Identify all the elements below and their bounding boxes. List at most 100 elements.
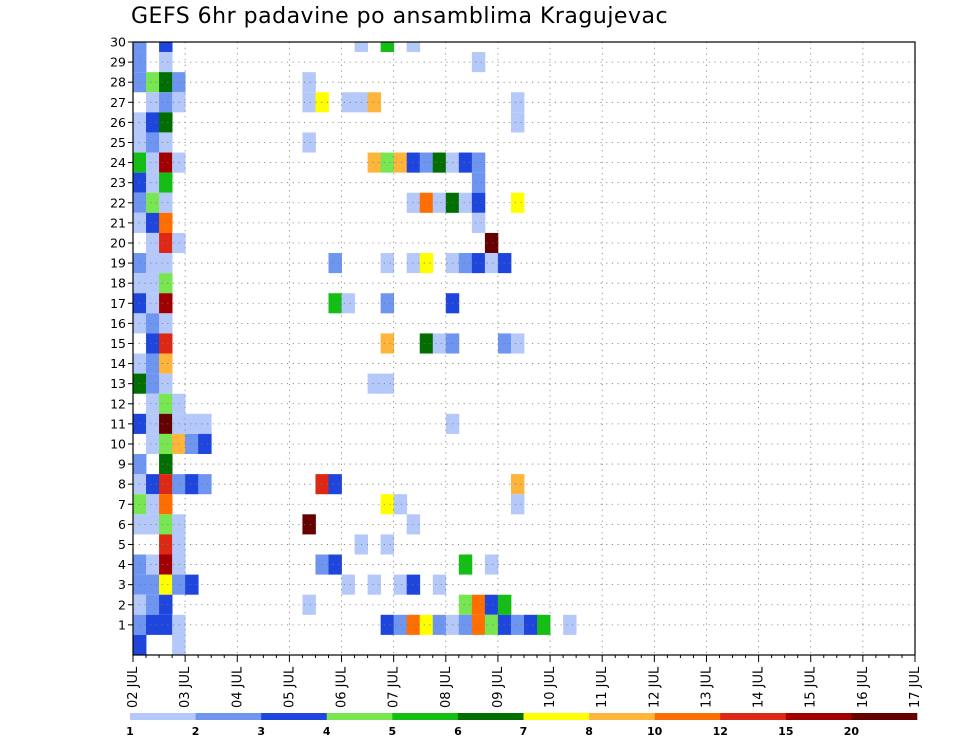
precip-cell — [146, 353, 160, 374]
precip-cell — [432, 333, 447, 354]
precip-cell — [159, 474, 173, 495]
y-tick-label: 14 — [110, 356, 126, 371]
precip-cell — [341, 574, 355, 595]
precip-cell — [185, 433, 199, 455]
precip-cell — [471, 172, 486, 193]
precip-cell — [393, 574, 408, 595]
y-tick-label: 24 — [110, 155, 126, 170]
precip-cell — [146, 393, 160, 414]
precip-cell — [471, 52, 486, 73]
precip-cell — [510, 333, 525, 354]
precip-cell — [432, 574, 447, 595]
y-tick-label: 30 — [110, 35, 126, 50]
precip-cell — [380, 333, 395, 354]
y-tick-label: 26 — [110, 115, 126, 130]
y-tick-label: 27 — [110, 95, 126, 110]
precip-cell — [419, 192, 434, 213]
y-tick-label: 23 — [110, 175, 126, 190]
precip-cell — [524, 614, 538, 635]
y-tick-label: 7 — [118, 497, 126, 512]
precip-cell — [458, 152, 473, 173]
legend-label: 7 — [520, 725, 528, 738]
precip-cell — [458, 554, 473, 575]
precip-cell — [146, 212, 160, 233]
precip-cell — [146, 474, 160, 495]
precip-cell — [380, 42, 395, 53]
precip-cell — [146, 614, 160, 635]
precip-cell — [510, 112, 525, 133]
x-axis: 02 JUL 03 JUL 04 JUL 05 JUL 06 JUL 07 JUL 08 J… — [126, 655, 923, 708]
precip-cell — [172, 634, 186, 655]
y-tick-label: 5 — [118, 537, 126, 552]
precip-cell — [159, 293, 173, 314]
legend-label: 3 — [257, 725, 265, 738]
precip-cell — [471, 614, 486, 635]
y-tick-label: 16 — [110, 316, 126, 331]
x-tick-label: 02 JUL — [126, 666, 141, 708]
precip-cell — [159, 433, 173, 455]
legend-swatch — [130, 713, 196, 720]
precip-cell — [432, 152, 447, 173]
precip-cell — [159, 413, 173, 434]
precip-cell — [159, 112, 173, 133]
precip-cell — [146, 373, 160, 394]
cells-layer — [133, 42, 577, 655]
precip-cell — [563, 614, 577, 635]
precip-cell — [159, 273, 173, 294]
precip-cell — [159, 373, 173, 394]
y-tick-label: 9 — [118, 457, 126, 472]
precip-cell — [367, 92, 382, 113]
precip-cell — [510, 494, 525, 515]
precip-cell — [146, 494, 160, 515]
precip-cell — [419, 152, 434, 173]
precip-cell — [159, 454, 173, 475]
precip-cell — [471, 192, 486, 213]
precip-cell — [146, 273, 160, 294]
precip-cell — [159, 232, 173, 254]
precip-cell — [393, 494, 408, 515]
y-tick-label: 12 — [110, 396, 126, 411]
precip-cell — [380, 534, 395, 555]
precip-cell — [133, 42, 147, 53]
precip-cell — [159, 614, 173, 635]
y-tick-label: 19 — [110, 256, 126, 271]
y-tick-label: 4 — [118, 557, 126, 572]
precip-cell — [146, 293, 160, 314]
y-tick-label: 22 — [110, 195, 126, 210]
precip-cell — [146, 132, 160, 153]
precip-cell — [380, 253, 395, 274]
legend-swatch — [523, 713, 590, 720]
precip-cell — [380, 614, 395, 635]
y-tick-label: 1 — [118, 617, 126, 632]
x-tick-label: 11 JUL — [595, 666, 610, 708]
x-tick-label: 05 JUL — [282, 666, 297, 708]
precip-cell — [159, 494, 173, 515]
precip-cell — [302, 514, 316, 535]
precip-cell — [146, 514, 160, 535]
precip-cell — [432, 192, 447, 213]
precip-cell — [341, 293, 355, 314]
precip-cell — [159, 313, 173, 334]
precip-cell — [458, 594, 473, 615]
legend-swatch — [720, 713, 787, 720]
y-tick-label: 8 — [118, 477, 126, 492]
precip-cell — [341, 92, 355, 113]
precip-cell — [328, 293, 342, 314]
legend-swatch — [326, 713, 393, 720]
legend-label: 1 — [126, 725, 134, 738]
precip-cell — [380, 152, 395, 173]
precip-cell — [159, 72, 173, 93]
y-tick-label: 28 — [110, 75, 126, 90]
precip-cell — [185, 574, 199, 595]
precip-cell — [419, 253, 434, 274]
precip-cell — [146, 72, 160, 93]
y-tick-label: 21 — [110, 215, 126, 230]
y-tick-label: 18 — [110, 276, 126, 291]
precip-cell — [146, 253, 160, 274]
precip-cell — [380, 373, 395, 394]
x-tick-label: 09 JUL — [491, 666, 506, 708]
legend-label: 10 — [647, 725, 663, 738]
precip-cell — [146, 554, 160, 575]
precip-cell — [159, 132, 173, 153]
